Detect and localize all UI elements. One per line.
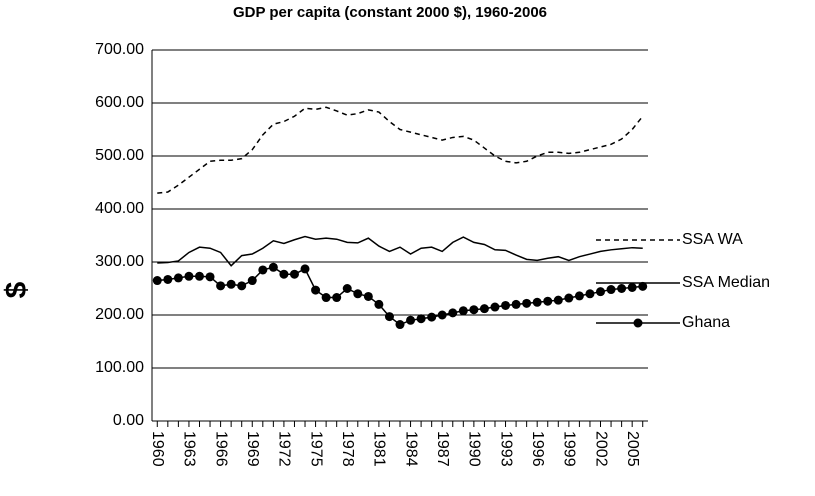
- point: [406, 315, 416, 325]
- x-tick-label: 1978: [339, 431, 356, 467]
- x-tick-label: 1984: [402, 431, 419, 467]
- point: [627, 282, 637, 292]
- point: [532, 297, 542, 307]
- x-tick-label: 2002: [592, 431, 609, 467]
- point: [268, 262, 278, 272]
- y-tick-label: 400.00: [95, 200, 144, 217]
- x-tick-label: 1981: [371, 431, 388, 467]
- point: [574, 291, 584, 301]
- legend-marker: [633, 318, 643, 328]
- point: [374, 299, 384, 309]
- point: [289, 269, 299, 279]
- point: [216, 281, 226, 291]
- legend-label: Ghana: [682, 314, 730, 331]
- y-tick-label: 500.00: [95, 147, 144, 164]
- point: [553, 295, 563, 305]
- x-tick-label: 1966: [212, 431, 229, 467]
- point: [469, 305, 479, 315]
- point: [226, 279, 236, 289]
- point: [458, 306, 468, 316]
- point: [205, 272, 215, 282]
- point: [564, 293, 574, 303]
- point: [522, 298, 532, 308]
- x-tick-label: 1969: [244, 431, 261, 467]
- point: [511, 299, 521, 309]
- point: [585, 289, 595, 299]
- x-tick-label: 1975: [307, 431, 324, 467]
- point: [416, 314, 426, 324]
- series-line: [157, 106, 644, 194]
- x-tick-label: 1999: [561, 431, 578, 467]
- point: [300, 264, 310, 274]
- point: [194, 271, 204, 281]
- y-tick-label: 700.00: [95, 41, 144, 58]
- x-tick-label: 1972: [276, 431, 293, 467]
- point: [342, 284, 352, 293]
- x-tick-label: 1990: [466, 431, 483, 467]
- point: [258, 265, 268, 275]
- legend-label: SSA Median: [682, 274, 770, 291]
- x-tick-label: 2005: [624, 431, 641, 467]
- x-tick-label: 1963: [181, 431, 198, 467]
- point: [479, 304, 489, 314]
- point: [448, 308, 458, 318]
- point: [311, 285, 321, 295]
- point: [596, 287, 606, 297]
- y-tick-label: 300.00: [95, 253, 144, 270]
- y-axis-label: $: [0, 281, 33, 298]
- point: [638, 281, 648, 291]
- point: [184, 271, 194, 281]
- point: [501, 300, 511, 310]
- point: [279, 269, 289, 279]
- point: [163, 274, 173, 284]
- point: [247, 276, 257, 286]
- point: [490, 302, 500, 312]
- point: [437, 310, 447, 320]
- x-tick-label: 1960: [149, 431, 166, 467]
- point: [353, 289, 363, 299]
- point: [617, 284, 627, 293]
- y-tick-label: 0.00: [113, 412, 144, 429]
- y-tick-label: 100.00: [95, 359, 144, 376]
- point: [332, 293, 342, 303]
- y-tick-label: 200.00: [95, 306, 144, 323]
- legend-label: SSA WA: [682, 231, 743, 248]
- point: [606, 285, 616, 295]
- y-tick-label: 600.00: [95, 94, 144, 111]
- x-tick-label: 1993: [497, 431, 514, 467]
- point: [173, 273, 183, 283]
- series-line: [157, 235, 643, 267]
- point: [543, 296, 553, 306]
- point: [237, 281, 247, 291]
- point: [321, 293, 331, 303]
- x-tick-label: 1996: [529, 431, 546, 467]
- point: [384, 312, 394, 322]
- point: [363, 291, 373, 301]
- point: [427, 312, 437, 322]
- point: [152, 276, 162, 286]
- x-tick-label: 1987: [434, 431, 451, 467]
- chart-title: GDP per capita (constant 2000 $), 1960-2…: [233, 4, 547, 21]
- point: [395, 320, 405, 330]
